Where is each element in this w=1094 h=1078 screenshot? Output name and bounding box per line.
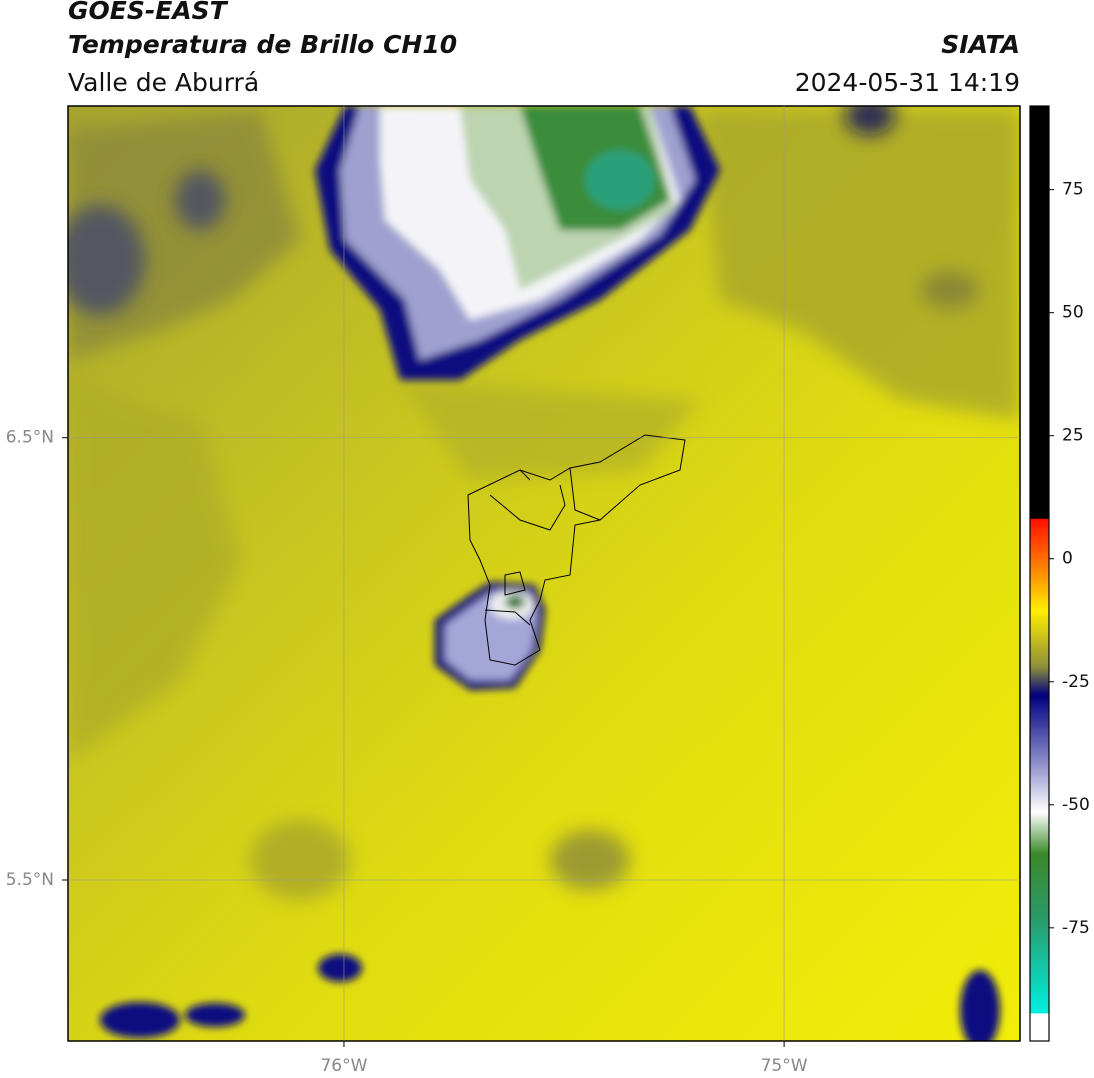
lat-tick-label: 6.5°N: [6, 428, 54, 448]
colorbar-tick-label: 25: [1062, 426, 1084, 446]
colorbar-tick-label: 50: [1062, 303, 1084, 323]
colorbar-tick-label: 0: [1062, 549, 1073, 569]
lon-tick-label: 75°W: [761, 1056, 808, 1076]
lat-tick-label: 5.5°N: [6, 870, 54, 890]
source: SIATA: [941, 30, 1020, 59]
timestamp: 2024-05-31 14:19: [794, 68, 1020, 97]
colorbar-tick-label: -25: [1062, 672, 1090, 692]
colorbar-tick-label: -50: [1062, 795, 1090, 815]
subtitle: Temperatura de Brillo CH10: [68, 30, 458, 59]
colorbar: [1029, 105, 1050, 1042]
title: GOES-EAST: [68, 0, 227, 25]
satellite-image: [68, 106, 1020, 1041]
valley-boundaries: [467, 434, 686, 666]
lon-tick-label: 76°W: [320, 1056, 367, 1076]
region: Valle de Aburrá: [68, 68, 260, 97]
colorbar-tick-label: 75: [1062, 180, 1084, 200]
map-frame: [67, 105, 1021, 1042]
colorbar-tick-label: -75: [1062, 918, 1090, 938]
